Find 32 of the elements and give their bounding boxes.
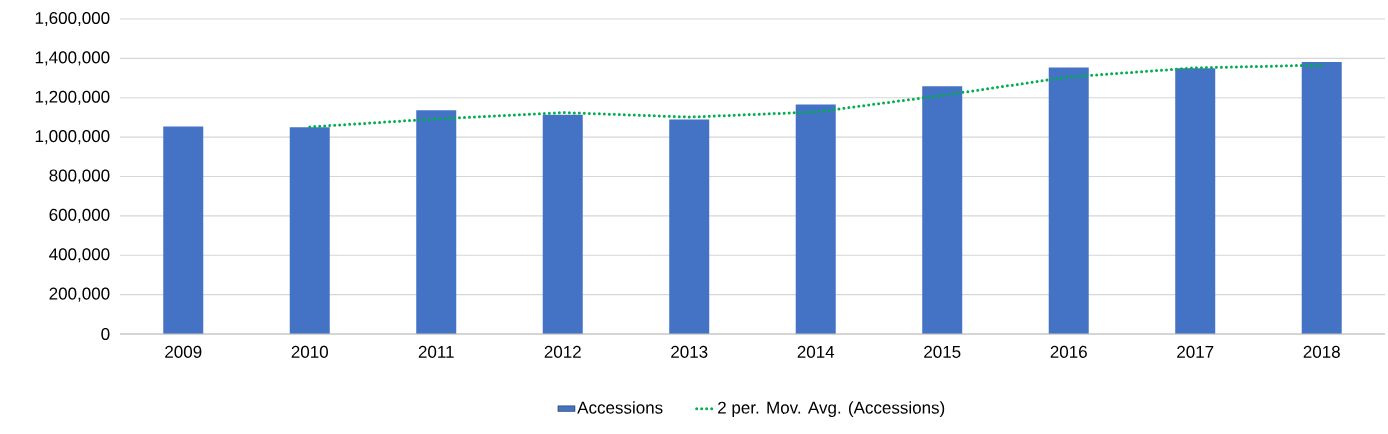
x-tick-label: 2009 bbox=[165, 345, 202, 358]
x-tick-label: 2012 bbox=[544, 345, 581, 358]
y-tick-label: 1,200,000 bbox=[35, 90, 110, 105]
y-tick-label: 1,400,000 bbox=[35, 51, 110, 66]
x-tick-label: 2017 bbox=[1177, 345, 1214, 358]
x-tick-label: 2010 bbox=[291, 345, 328, 358]
bar bbox=[922, 86, 963, 334]
bar bbox=[289, 127, 330, 334]
bar bbox=[1048, 67, 1089, 334]
bar bbox=[1301, 61, 1342, 334]
x-tick-label: 2014 bbox=[797, 345, 835, 358]
y-tick-label: 1,600,000 bbox=[35, 11, 110, 27]
y-tick-label: 1,000,000 bbox=[35, 130, 110, 145]
bar bbox=[163, 126, 204, 334]
x-tick-label: 2016 bbox=[1050, 345, 1087, 358]
bar bbox=[416, 110, 457, 334]
x-tick-label: 2015 bbox=[924, 345, 961, 358]
bar bbox=[669, 119, 710, 334]
y-tick-label: 400,000 bbox=[49, 248, 110, 263]
x-tick-label: 2011 bbox=[418, 345, 454, 358]
y-tick-label: 800,000 bbox=[49, 169, 110, 184]
legend-label: 2 per. Mov. Avg. (Accessions) bbox=[718, 401, 945, 418]
y-tick-label: 200,000 bbox=[49, 287, 110, 302]
y-tick-label: 600,000 bbox=[49, 208, 110, 223]
x-tick-label: 2018 bbox=[1303, 345, 1340, 358]
bar bbox=[1175, 68, 1216, 334]
legend-label: Accessions bbox=[577, 401, 663, 414]
y-tick-label: 0 bbox=[101, 327, 110, 341]
x-tick-label: 2013 bbox=[671, 345, 708, 358]
line-series bbox=[308, 63, 1324, 129]
bar bbox=[542, 114, 583, 334]
bar bbox=[795, 104, 836, 334]
